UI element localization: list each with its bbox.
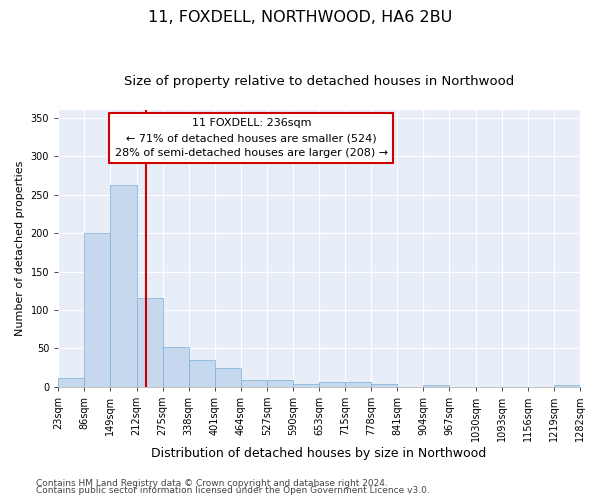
Bar	[137, 298, 163, 387]
Bar	[241, 380, 267, 387]
Bar	[189, 360, 215, 387]
Bar	[424, 384, 449, 387]
Text: Contains HM Land Registry data © Crown copyright and database right 2024.: Contains HM Land Registry data © Crown c…	[36, 478, 388, 488]
Text: 11, FOXDELL, NORTHWOOD, HA6 2BU: 11, FOXDELL, NORTHWOOD, HA6 2BU	[148, 10, 452, 25]
Bar	[293, 384, 319, 387]
Bar	[163, 347, 189, 387]
Bar	[345, 382, 371, 387]
Bar	[554, 386, 580, 387]
Bar	[85, 233, 110, 387]
Bar	[267, 380, 293, 387]
Bar	[110, 186, 137, 387]
Y-axis label: Number of detached properties: Number of detached properties	[15, 161, 25, 336]
Bar	[215, 368, 241, 387]
Title: Size of property relative to detached houses in Northwood: Size of property relative to detached ho…	[124, 75, 514, 88]
Bar	[319, 382, 345, 387]
Text: Contains public sector information licensed under the Open Government Licence v3: Contains public sector information licen…	[36, 486, 430, 495]
Bar	[371, 384, 397, 387]
Bar	[58, 378, 85, 387]
X-axis label: Distribution of detached houses by size in Northwood: Distribution of detached houses by size …	[151, 447, 487, 460]
Text: 11 FOXDELL: 236sqm
← 71% of detached houses are smaller (524)
28% of semi-detach: 11 FOXDELL: 236sqm ← 71% of detached hou…	[115, 118, 388, 158]
